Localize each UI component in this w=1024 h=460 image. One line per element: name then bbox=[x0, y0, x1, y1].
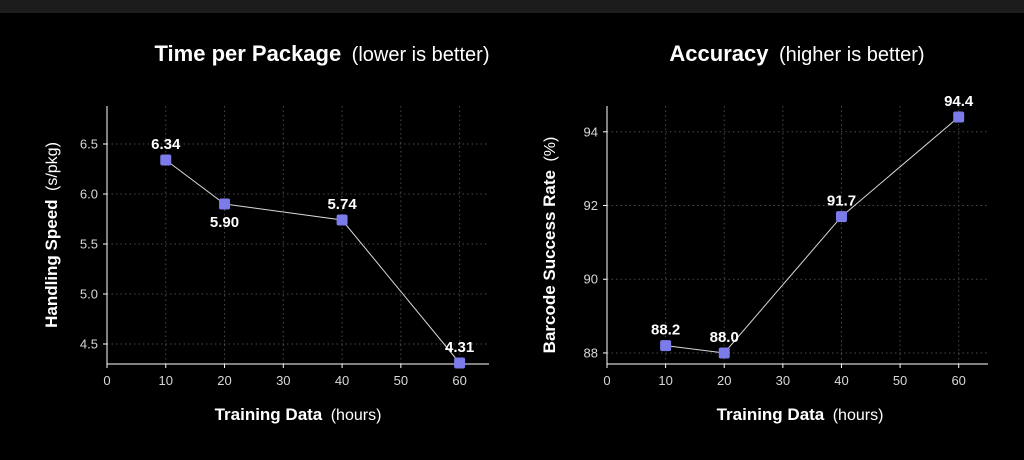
chart-2-y-tick-label: 92 bbox=[584, 198, 598, 213]
chart-1-y-tick-label: 4.5 bbox=[80, 337, 98, 352]
chart-2-data-label: 91.7 bbox=[827, 193, 856, 210]
chart-2-y-axis-label: Barcode Success Rate (%) bbox=[540, 137, 559, 354]
chart-accuracy: Accuracy (higher is better) Training Dat… bbox=[540, 41, 988, 424]
chart-2-title: Accuracy (higher is better) bbox=[669, 41, 924, 66]
chart-1-title: Time per Package (lower is better) bbox=[155, 41, 490, 66]
chart-2-x-tick-label: 50 bbox=[893, 373, 907, 388]
chart-1-y-tick-label: 5.0 bbox=[80, 287, 98, 302]
chart-2-x-axis-label: Training Data (hours) bbox=[717, 405, 884, 424]
chart-1-x-tick-label: 0 bbox=[103, 373, 110, 388]
chart-1-xlabel-main: Training Data bbox=[215, 405, 323, 424]
chart-2-y-tick-label: 90 bbox=[584, 272, 598, 287]
chart-2-series-line bbox=[665, 116, 960, 354]
chart-2-x-tick-label: 20 bbox=[717, 373, 731, 388]
chart-2-xlabel-sub: (hours) bbox=[833, 407, 884, 424]
chart-2-title-main: Accuracy bbox=[669, 41, 769, 66]
chart-1-data-label: 4.31 bbox=[445, 339, 474, 356]
chart-2-data-point bbox=[660, 340, 672, 352]
chart-1-data-point bbox=[160, 154, 172, 166]
chart-2-data-point bbox=[718, 347, 730, 359]
chart-1-y-tick-label: 6.0 bbox=[80, 187, 98, 202]
chart-1-title-main: Time per Package bbox=[155, 41, 342, 66]
chart-2-ylabel-sub: (%) bbox=[542, 137, 559, 162]
chart-2-ylabel-main: Barcode Success Rate bbox=[540, 170, 559, 353]
chart-1-x-tick-label: 50 bbox=[394, 373, 408, 388]
chart-2-y-tick-label: 88 bbox=[584, 345, 598, 360]
chart-2-plot-area: 0 10 20 30 40 50 60 88 90 92 94 88.2 88.0 91.7 94.4 bbox=[584, 93, 988, 388]
chart-1-data-label: 5.74 bbox=[327, 196, 357, 213]
chart-2-data-label: 88.0 bbox=[710, 329, 739, 346]
chart-2-x-tick-label: 40 bbox=[834, 373, 848, 388]
chart-1-data-label: 6.34 bbox=[151, 136, 181, 153]
chart-1-data-point bbox=[336, 214, 348, 226]
chart-2-x-tick-label: 30 bbox=[776, 373, 790, 388]
chart-1-x-tick-label: 10 bbox=[159, 373, 173, 388]
chart-2-data-label: 88.2 bbox=[651, 322, 680, 339]
top-bar bbox=[0, 0, 1024, 13]
chart-2-title-sub: (higher is better) bbox=[779, 44, 925, 66]
chart-2-y-tick-label: 94 bbox=[584, 124, 598, 139]
chart-1-plot-area: 0 10 20 30 40 50 60 4.5 5.0 5.5 6.0 6.5 6.34 5.90 5.74… bbox=[80, 106, 489, 388]
chart-1-series-line bbox=[165, 159, 461, 364]
chart-1-x-tick-label: 40 bbox=[335, 373, 349, 388]
chart-1-data-point bbox=[454, 357, 466, 369]
chart-1-xlabel-sub: (hours) bbox=[331, 407, 382, 424]
chart-1-x-axis-label: Training Data (hours) bbox=[215, 405, 382, 424]
chart-2-data-label: 94.4 bbox=[944, 93, 974, 110]
chart-2-xlabel-main: Training Data bbox=[717, 405, 825, 424]
chart-2-data-point bbox=[835, 211, 847, 223]
chart-1-ylabel-sub: (s/pkg) bbox=[44, 142, 61, 191]
chart-2-x-tick-label: 10 bbox=[658, 373, 672, 388]
chart-1-y-tick-label: 5.5 bbox=[80, 237, 98, 252]
chart-1-x-tick-label: 30 bbox=[276, 373, 290, 388]
chart-1-y-tick-label: 6.5 bbox=[80, 137, 98, 152]
chart-1-title-sub: (lower is better) bbox=[352, 44, 490, 66]
chart-1-x-tick-label: 60 bbox=[452, 373, 466, 388]
chart-2-x-tick-label: 60 bbox=[951, 373, 965, 388]
chart-1-data-point bbox=[219, 198, 231, 210]
chart-1-y-axis-label: Handling Speed (s/pkg) bbox=[42, 142, 61, 328]
chart-1-ylabel-main: Handling Speed bbox=[42, 199, 61, 327]
chart-1-data-label: 5.90 bbox=[210, 214, 239, 231]
chart-time-per-package: Time per Package (lower is better) Train… bbox=[42, 41, 489, 424]
chart-1-x-tick-label: 20 bbox=[217, 373, 231, 388]
chart-2-x-tick-label: 0 bbox=[603, 373, 610, 388]
chart-2-data-point bbox=[953, 111, 965, 123]
